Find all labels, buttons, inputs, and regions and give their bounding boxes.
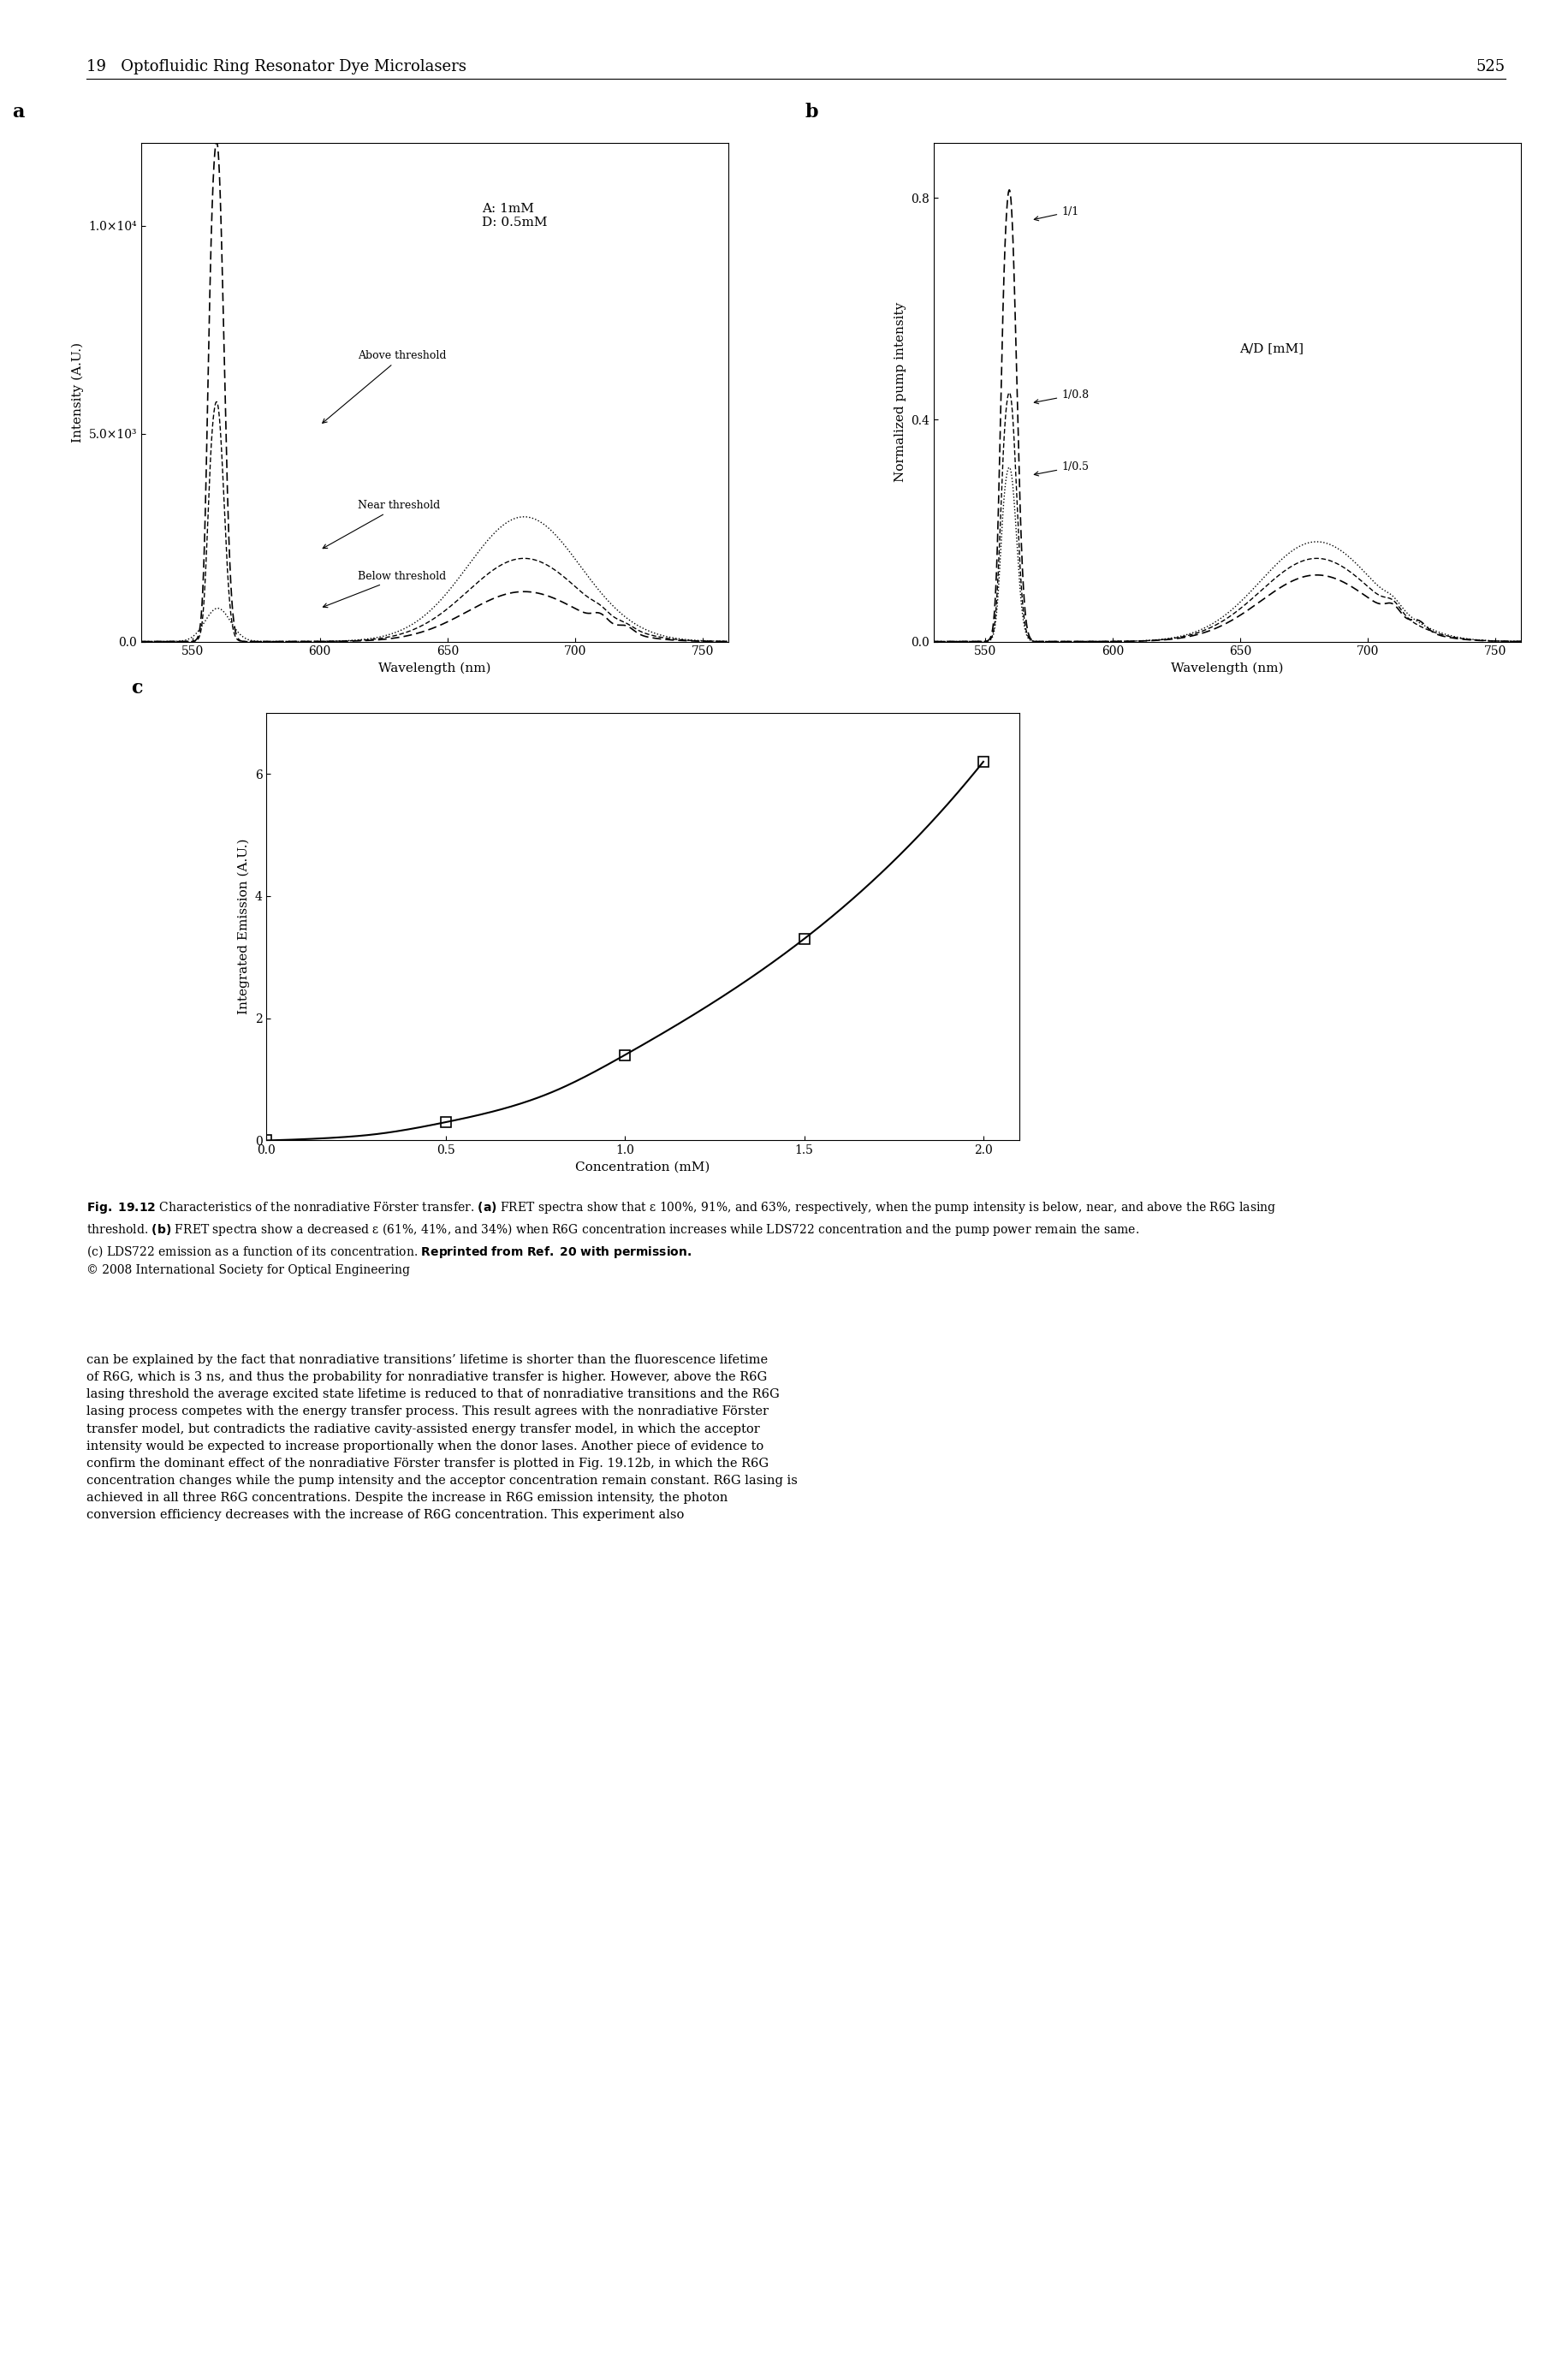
Y-axis label: Intensity (A.U.): Intensity (A.U.) (72, 342, 83, 442)
Y-axis label: Normalized pump intensity: Normalized pump intensity (894, 302, 906, 482)
Text: $\bf{Fig.\ 19.12}$ Characteristics of the nonradiative Förster transfer. $\bf{(a: $\bf{Fig.\ 19.12}$ Characteristics of th… (86, 1200, 1276, 1276)
Text: 1/0.8: 1/0.8 (1035, 390, 1088, 404)
Text: a: a (13, 102, 24, 121)
Text: Near threshold: Near threshold (323, 499, 441, 549)
Text: Below threshold: Below threshold (323, 570, 447, 608)
Y-axis label: Integrated Emission (A.U.): Integrated Emission (A.U.) (238, 839, 249, 1015)
Text: Above threshold: Above threshold (323, 349, 447, 423)
X-axis label: Wavelength (nm): Wavelength (nm) (1171, 663, 1284, 675)
X-axis label: Wavelength (nm): Wavelength (nm) (378, 663, 491, 675)
Text: 19   Optofluidic Ring Resonator Dye Microlasers: 19 Optofluidic Ring Resonator Dye Microl… (86, 59, 466, 74)
Text: 1/1: 1/1 (1035, 207, 1079, 221)
Text: b: b (804, 102, 818, 121)
X-axis label: Concentration (mM): Concentration (mM) (575, 1162, 710, 1174)
Text: can be explained by the fact that nonradiative transitions’ lifetime is shorter : can be explained by the fact that nonrad… (86, 1354, 798, 1521)
Text: A: 1mM
D: 0.5mM: A: 1mM D: 0.5mM (481, 202, 547, 228)
Text: 525: 525 (1475, 59, 1505, 74)
Text: A/D [mM]: A/D [mM] (1239, 342, 1303, 354)
Text: c: c (132, 680, 143, 699)
Text: 1/0.5: 1/0.5 (1035, 461, 1088, 475)
